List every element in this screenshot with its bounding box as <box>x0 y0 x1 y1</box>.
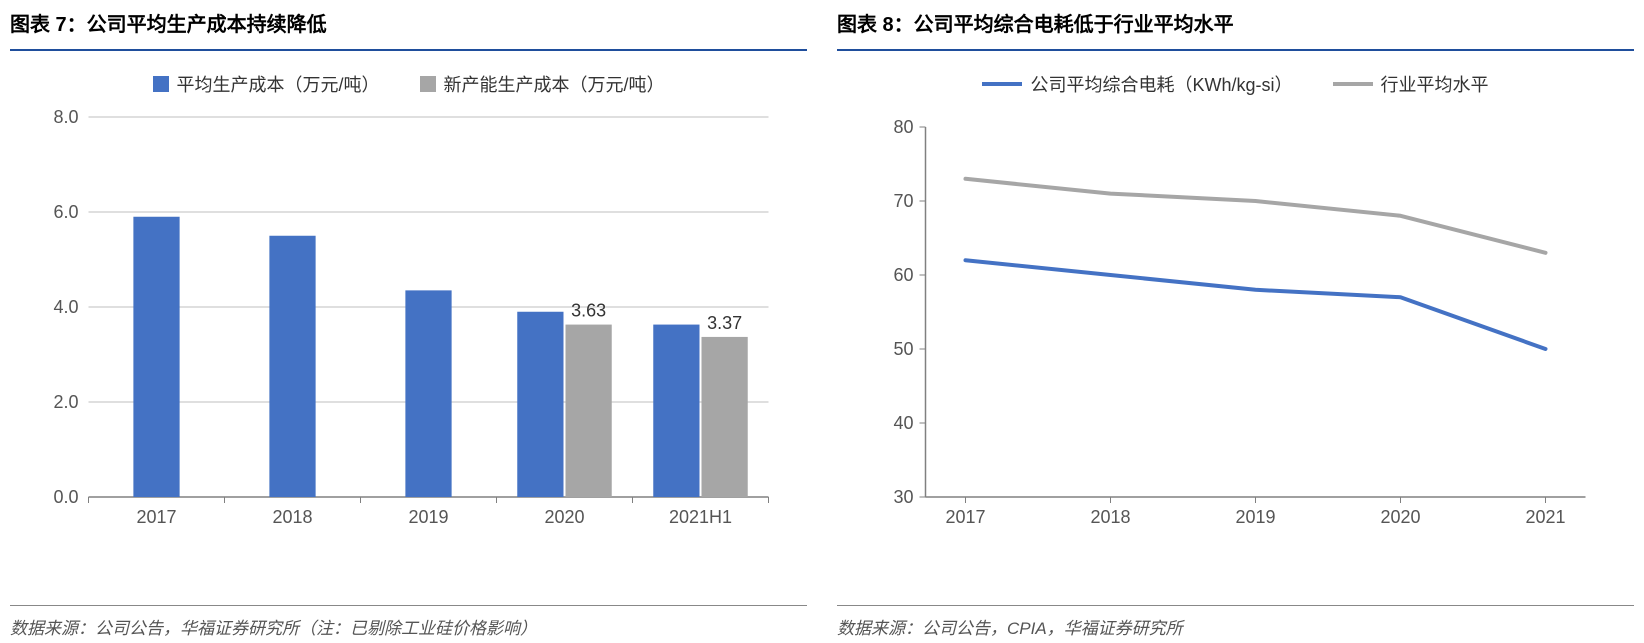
svg-text:2021: 2021 <box>1525 507 1565 527</box>
legend-swatch-line1 <box>982 82 1022 86</box>
svg-text:2020: 2020 <box>1380 507 1420 527</box>
svg-text:2017: 2017 <box>945 507 985 527</box>
chart-area-right: 公司平均综合电耗（KWh/kg-si） 行业平均水平 30 40 50 60 70 80 2… <box>837 51 1634 605</box>
chart-title-right: 图表 8：公司平均综合电耗低于行业平均水平 <box>837 0 1634 51</box>
footer-right: 数据来源：公司公告，CPIA，华福证券研究所 <box>837 605 1634 643</box>
chart-title-left: 图表 7：公司平均生产成本持续降低 <box>10 0 807 51</box>
svg-text:0.0: 0.0 <box>53 487 78 507</box>
legend-item-series1: 平均生产成本（万元/吨） <box>153 71 380 97</box>
legend-swatch-series1 <box>153 76 169 92</box>
legend-item-line2: 行业平均水平 <box>1333 71 1489 97</box>
left-panel: 图表 7：公司平均生产成本持续降低 平均生产成本（万元/吨） 新产能生产成本（万… <box>10 0 807 643</box>
svg-text:8.0: 8.0 <box>53 107 78 127</box>
legend-left: 平均生产成本（万元/吨） 新产能生产成本（万元/吨） <box>20 71 797 97</box>
svg-text:2020: 2020 <box>544 507 584 527</box>
legend-item-series2: 新产能生产成本（万元/吨） <box>420 71 665 97</box>
legend-label-series1: 平均生产成本（万元/吨） <box>177 71 380 97</box>
svg-text:6.0: 6.0 <box>53 202 78 222</box>
svg-text:2.0: 2.0 <box>53 392 78 412</box>
svg-text:4.0: 4.0 <box>53 297 78 317</box>
legend-item-line1: 公司平均综合电耗（KWh/kg-si） <box>982 71 1292 97</box>
footer-left: 数据来源：公司公告，华福证券研究所（注：已剔除工业硅价格影响） <box>10 605 807 643</box>
legend-swatch-series2 <box>420 76 436 92</box>
svg-text:60: 60 <box>893 265 913 285</box>
bar-plot: 0.0 2.0 4.0 6.0 8.0 2017 2018 2019 2020 2021H1 3.6… <box>20 107 797 537</box>
svg-text:2018: 2018 <box>1090 507 1130 527</box>
svg-text:2021H1: 2021H1 <box>669 507 732 527</box>
svg-text:2019: 2019 <box>408 507 448 527</box>
legend-label-line2: 行业平均水平 <box>1381 71 1489 97</box>
right-panel: 图表 8：公司平均综合电耗低于行业平均水平 公司平均综合电耗（KWh/kg-si… <box>837 0 1634 643</box>
chart-area-left: 平均生产成本（万元/吨） 新产能生产成本（万元/吨） 0.0 2.0 4.0 6.0 8… <box>10 51 807 605</box>
svg-text:50: 50 <box>893 339 913 359</box>
svg-text:3.37: 3.37 <box>707 313 742 333</box>
svg-text:80: 80 <box>893 117 913 137</box>
svg-text:2018: 2018 <box>272 507 312 527</box>
bar-chart-svg: 0.0 2.0 4.0 6.0 8.0 2017 2018 2019 2020 2021H1 3.6… <box>20 107 797 537</box>
svg-text:3.63: 3.63 <box>571 301 606 321</box>
svg-text:2019: 2019 <box>1235 507 1275 527</box>
line-chart-svg: 30 40 50 60 70 80 2017 2018 2019 2020 2021 <box>847 107 1624 537</box>
legend-right: 公司平均综合电耗（KWh/kg-si） 行业平均水平 <box>847 71 1624 97</box>
legend-label-line1: 公司平均综合电耗（KWh/kg-si） <box>1030 71 1292 97</box>
legend-label-series2: 新产能生产成本（万元/吨） <box>444 71 665 97</box>
svg-text:70: 70 <box>893 191 913 211</box>
legend-swatch-line2 <box>1333 82 1373 86</box>
svg-text:30: 30 <box>893 487 913 507</box>
svg-text:40: 40 <box>893 413 913 433</box>
svg-text:2017: 2017 <box>136 507 176 527</box>
line-plot: 30 40 50 60 70 80 2017 2018 2019 2020 2021 <box>847 107 1624 537</box>
